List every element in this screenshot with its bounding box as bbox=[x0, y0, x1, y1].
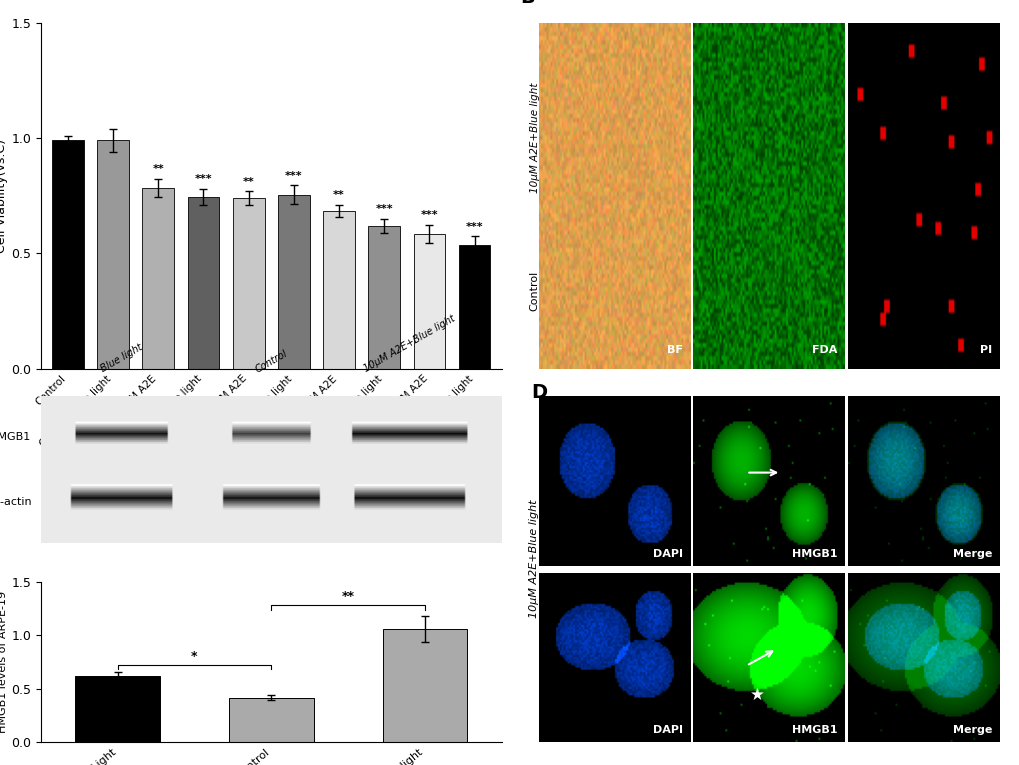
Text: Merge: Merge bbox=[952, 725, 991, 735]
Text: B: B bbox=[520, 0, 535, 8]
Text: HMGB1: HMGB1 bbox=[0, 432, 32, 442]
Text: **: ** bbox=[341, 590, 355, 603]
Text: 10μM A2E+Blue light: 10μM A2E+Blue light bbox=[530, 83, 540, 193]
Text: PI: PI bbox=[979, 345, 991, 355]
Text: Merge: Merge bbox=[952, 549, 991, 559]
Bar bbox=[232, 198, 264, 369]
Text: DAPI: DAPI bbox=[652, 725, 682, 735]
Bar bbox=[323, 211, 355, 369]
Text: HMGB1: HMGB1 bbox=[791, 725, 837, 735]
Bar bbox=[229, 698, 313, 742]
Text: Control: Control bbox=[529, 271, 539, 311]
Bar bbox=[414, 234, 445, 369]
Text: β-actin: β-actin bbox=[0, 497, 32, 507]
Bar bbox=[97, 141, 128, 369]
Text: HMGB1: HMGB1 bbox=[791, 549, 837, 559]
Text: Blue light: Blue light bbox=[99, 343, 144, 374]
Text: ***: *** bbox=[195, 174, 212, 184]
Bar bbox=[143, 187, 174, 369]
Bar bbox=[52, 141, 84, 369]
Y-axis label: HMGB1 levels of ARPE-19: HMGB1 levels of ARPE-19 bbox=[0, 591, 8, 733]
Text: FDA: FDA bbox=[811, 345, 837, 355]
Text: ***: *** bbox=[375, 204, 392, 214]
Text: ***: *** bbox=[284, 171, 303, 181]
Text: Control: Control bbox=[253, 348, 288, 374]
Text: **: ** bbox=[333, 190, 344, 200]
Bar bbox=[368, 226, 399, 369]
Bar bbox=[278, 194, 310, 369]
Text: **: ** bbox=[243, 177, 255, 187]
Bar bbox=[382, 629, 467, 742]
Text: ***: *** bbox=[466, 222, 483, 232]
Text: ★: ★ bbox=[749, 685, 763, 704]
Bar bbox=[187, 197, 219, 369]
Text: DAPI: DAPI bbox=[652, 549, 682, 559]
Text: 10μM A2E+Blue light: 10μM A2E+Blue light bbox=[362, 314, 457, 374]
Text: **: ** bbox=[152, 164, 164, 174]
Y-axis label: Cell Viability(vs.C): Cell Viability(vs.C) bbox=[0, 138, 8, 252]
Bar bbox=[75, 676, 160, 742]
Text: *: * bbox=[191, 650, 198, 663]
Text: D: D bbox=[531, 382, 546, 402]
Text: ***: *** bbox=[420, 210, 438, 220]
Bar bbox=[459, 246, 490, 369]
Text: BF: BF bbox=[666, 345, 682, 355]
Text: 10μM A2E+Blue light: 10μM A2E+Blue light bbox=[529, 500, 539, 617]
